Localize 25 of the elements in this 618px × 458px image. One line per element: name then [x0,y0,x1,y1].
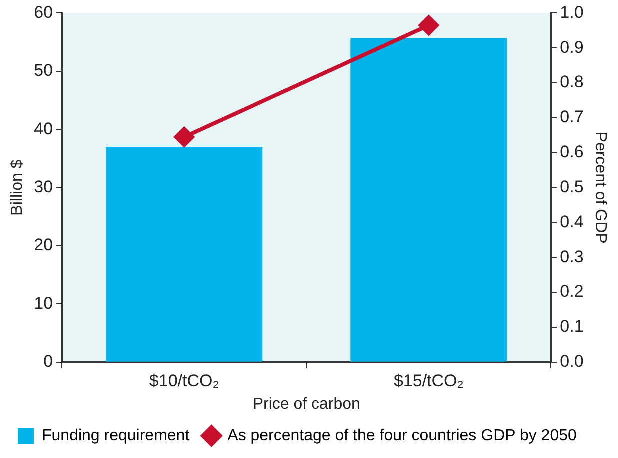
y-tick-label: 10 [34,294,54,313]
y2-tick-label: 0.1 [560,317,584,336]
y2-tick-label: 0.0 [560,352,584,372]
y2-tick-label: 0.4 [560,212,584,232]
x-axis-title: Price of carbon [252,396,360,413]
x-tick-label: $15/tCO₂ [394,371,464,390]
y-tick-label: 30 [34,177,54,196]
y2-tick-label: 0.8 [560,72,584,92]
y2-tick-label: 0.9 [560,38,584,57]
y2-tick-label: 0.5 [560,177,584,196]
y2-tick-label: 0.2 [560,282,584,302]
y-axis-title: Billion $ [9,160,26,216]
y2-tick-label: 1.0 [560,2,584,22]
x-tick-label: $10/tCO₂ [149,371,220,390]
y2-tick-label: 0.7 [560,108,584,127]
y-tick-label: 20 [34,236,54,255]
legend-label: Funding requirement [42,427,190,444]
y2-axis-title: Percent of GDP [592,132,609,244]
y-tick-label: 0 [44,352,54,372]
y2-tick-label: 0.3 [560,247,584,266]
y-tick-label: 50 [34,61,54,80]
legend-label: As percentage of the four countries GDP by 2050 [228,427,577,444]
y2-tick-label: 0.6 [560,142,584,162]
y-tick-label: 40 [34,119,54,138]
y-tick-label: 60 [34,2,54,22]
